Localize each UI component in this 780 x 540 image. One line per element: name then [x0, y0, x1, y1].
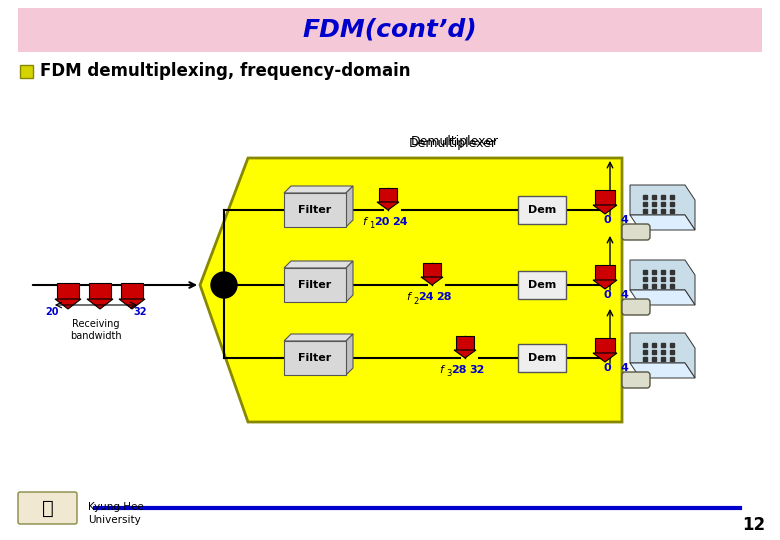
Polygon shape: [630, 185, 695, 230]
Text: Filter: Filter: [299, 280, 332, 290]
FancyBboxPatch shape: [57, 283, 79, 299]
Text: FDM(cont’d): FDM(cont’d): [303, 18, 477, 42]
Polygon shape: [630, 333, 695, 378]
Circle shape: [211, 272, 237, 298]
Text: 12: 12: [742, 516, 765, 534]
FancyBboxPatch shape: [284, 268, 346, 302]
Text: 20: 20: [374, 217, 389, 227]
Text: Demultiplexer: Demultiplexer: [409, 137, 497, 150]
Text: 4: 4: [620, 290, 628, 300]
Text: Filter: Filter: [299, 353, 332, 363]
Polygon shape: [284, 334, 353, 341]
Polygon shape: [87, 299, 113, 309]
Polygon shape: [630, 290, 695, 305]
Text: f: f: [362, 217, 366, 227]
Text: f: f: [406, 292, 410, 302]
Text: 0: 0: [603, 290, 611, 300]
Polygon shape: [421, 277, 443, 285]
FancyBboxPatch shape: [595, 265, 615, 280]
Text: 4: 4: [620, 215, 628, 225]
Text: 🏛: 🏛: [42, 498, 54, 517]
Polygon shape: [377, 202, 399, 210]
Text: Dem: Dem: [528, 205, 556, 215]
FancyBboxPatch shape: [456, 336, 474, 350]
Text: 32: 32: [133, 307, 147, 317]
Text: Dem: Dem: [528, 353, 556, 363]
FancyBboxPatch shape: [423, 263, 441, 277]
Text: Receiving
bandwidth: Receiving bandwidth: [70, 319, 122, 341]
Text: 20: 20: [45, 307, 58, 317]
Text: 24: 24: [392, 217, 408, 227]
FancyBboxPatch shape: [284, 193, 346, 227]
Text: 0: 0: [603, 215, 611, 225]
Polygon shape: [630, 260, 695, 305]
Text: FDM demultiplexing, frequency-domain: FDM demultiplexing, frequency-domain: [40, 62, 410, 80]
Text: Filter: Filter: [299, 205, 332, 215]
Polygon shape: [200, 158, 622, 422]
Polygon shape: [630, 363, 695, 378]
FancyBboxPatch shape: [89, 283, 111, 299]
Text: Dem: Dem: [528, 280, 556, 290]
Polygon shape: [346, 261, 353, 302]
FancyBboxPatch shape: [518, 271, 566, 299]
Text: 4: 4: [620, 363, 628, 373]
FancyBboxPatch shape: [518, 344, 566, 372]
Polygon shape: [55, 299, 81, 309]
Polygon shape: [119, 299, 145, 309]
Text: 0: 0: [603, 363, 611, 373]
Polygon shape: [284, 261, 353, 268]
FancyBboxPatch shape: [379, 188, 397, 202]
Text: Demultiplexer: Demultiplexer: [411, 135, 499, 148]
Polygon shape: [346, 186, 353, 227]
Text: 28: 28: [436, 292, 452, 302]
FancyBboxPatch shape: [622, 299, 650, 315]
Text: 32: 32: [469, 365, 484, 375]
FancyBboxPatch shape: [121, 283, 143, 299]
Text: 24: 24: [418, 292, 434, 302]
Text: 3: 3: [446, 369, 452, 379]
FancyBboxPatch shape: [18, 492, 77, 524]
Text: f: f: [439, 365, 443, 375]
Polygon shape: [284, 186, 353, 193]
Polygon shape: [593, 280, 617, 289]
FancyBboxPatch shape: [284, 341, 346, 375]
FancyBboxPatch shape: [595, 338, 615, 353]
Text: Kyung Hee
University: Kyung Hee University: [88, 502, 144, 525]
FancyBboxPatch shape: [518, 196, 566, 224]
Text: 2: 2: [413, 296, 418, 306]
Polygon shape: [346, 334, 353, 375]
FancyBboxPatch shape: [18, 8, 762, 52]
FancyBboxPatch shape: [622, 224, 650, 240]
Polygon shape: [630, 215, 695, 230]
Polygon shape: [454, 350, 476, 358]
Text: 1: 1: [369, 221, 374, 231]
Polygon shape: [593, 205, 617, 214]
FancyBboxPatch shape: [622, 372, 650, 388]
FancyBboxPatch shape: [20, 65, 33, 78]
FancyBboxPatch shape: [595, 190, 615, 205]
Text: 28: 28: [451, 365, 466, 375]
Polygon shape: [593, 353, 617, 362]
